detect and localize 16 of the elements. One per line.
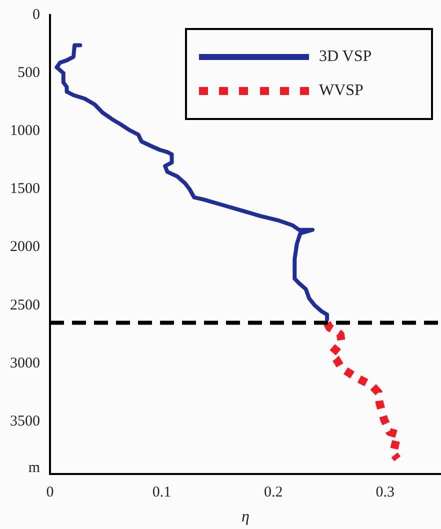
x-tick-label: 0.3 <box>376 484 395 501</box>
y-tick-label: 2500 <box>10 297 40 314</box>
y-tick-label: 3000 <box>10 355 40 372</box>
y-tick-label: 2000 <box>10 239 40 256</box>
x-tick-label: 0.1 <box>152 484 172 501</box>
y-tick-label: 1500 <box>10 181 40 198</box>
legend-label: WVSP <box>319 82 364 100</box>
y-tick-label: m <box>28 460 40 476</box>
y-tick-label: 3500 <box>10 413 40 430</box>
x-axis-title: η <box>242 508 250 526</box>
x-tick-label: 0.2 <box>264 484 283 501</box>
legend-label: 3D VSP <box>319 48 372 66</box>
y-tick-label: 0 <box>32 6 40 23</box>
y-tick-label: 1000 <box>10 123 40 140</box>
x-tick-label: 0 <box>46 484 54 501</box>
y-tick-label: 500 <box>18 65 40 82</box>
